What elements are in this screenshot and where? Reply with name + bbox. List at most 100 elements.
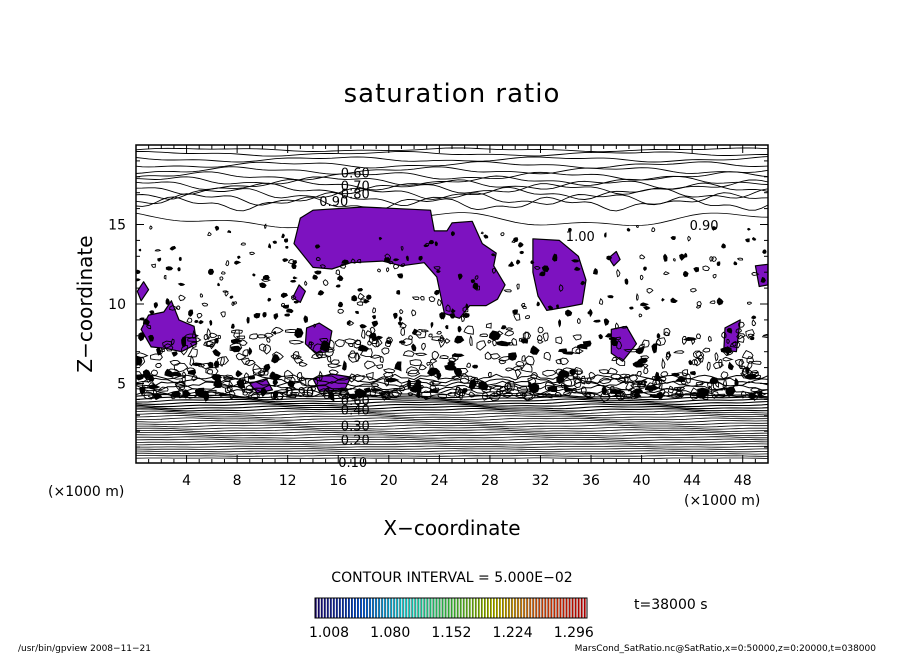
- colorbar-stripe: [457, 598, 459, 618]
- speckle-contour: [616, 268, 621, 278]
- speckle-contour: [186, 317, 193, 323]
- speckle-contour: [143, 391, 154, 400]
- speckle-contour: [667, 385, 674, 394]
- speckle-contour: [514, 368, 522, 379]
- speckle-contour: [337, 308, 345, 314]
- speckle-contour: [183, 333, 199, 339]
- speckle-contour: [518, 241, 524, 248]
- colorbar-stripe: [420, 598, 423, 618]
- speckle-contour: [624, 278, 629, 285]
- colorbar-stripe: [550, 598, 553, 618]
- speckle-contour: [335, 284, 341, 288]
- speckle-contour: [375, 335, 384, 340]
- speckle-contour: [720, 371, 729, 380]
- speckle-contour: [162, 340, 173, 349]
- speckle-contour: [388, 260, 394, 265]
- colorbar-stripe: [345, 598, 347, 618]
- colorbar-stripe: [321, 598, 323, 618]
- speckle-contour: [381, 347, 390, 355]
- speckle-contour: [282, 304, 289, 309]
- contour-line-lower: [136, 436, 768, 439]
- speckle-contour: [437, 337, 446, 349]
- colorbar-stripe: [532, 598, 535, 618]
- speckle-contour: [164, 368, 174, 378]
- speckle-contour: [335, 269, 341, 276]
- x-unit-label: (×1000 m): [684, 493, 760, 509]
- speckle-contour: [716, 261, 721, 267]
- speckle-contour: [607, 295, 614, 299]
- contour-label-7: 0.60: [341, 394, 370, 409]
- speckle-contour: [536, 301, 540, 307]
- speckle-contour: [659, 376, 667, 382]
- speckle-contour: [392, 258, 400, 262]
- speckle-contour: [515, 360, 525, 367]
- speckle-contour: [655, 338, 662, 346]
- colorbar-stripe: [583, 598, 586, 618]
- speckle-contour: [461, 388, 468, 394]
- colorbar-stripe: [399, 598, 402, 618]
- contour-line-lower: [136, 438, 768, 441]
- speckle-contour: [510, 261, 514, 267]
- speckle-contour: [427, 367, 441, 377]
- speckle-contour: [169, 359, 182, 366]
- speckle-contour: [661, 297, 665, 302]
- speckle-contour: [489, 384, 504, 390]
- speckle-contour: [491, 253, 495, 257]
- speckle-contour: [187, 337, 202, 343]
- speckle-contour: [393, 312, 398, 320]
- speckle-contour: [687, 235, 692, 242]
- speckle-contour: [512, 309, 518, 315]
- speckle-contour: [317, 289, 325, 296]
- speckle-contour: [640, 355, 650, 360]
- speckle-contour: [508, 352, 517, 361]
- contour-label-10: 0.20: [341, 434, 370, 449]
- contour-line-lower: [136, 457, 768, 459]
- speckle-contour: [326, 355, 332, 363]
- speckle-contour: [288, 339, 305, 345]
- speckle-contour: [663, 253, 668, 262]
- speckle-contour: [571, 259, 580, 263]
- speckle-contour: [689, 371, 696, 376]
- contour-line-upper: [136, 182, 768, 195]
- contour-line-upper: [136, 150, 768, 157]
- colorbar-stripe: [493, 598, 495, 618]
- colorbar-stripe: [408, 598, 411, 618]
- contour-line-lower: [136, 398, 768, 403]
- colorbar-stripe: [378, 598, 381, 618]
- x-tick-label: 32: [532, 473, 550, 489]
- speckle-contour: [639, 274, 644, 281]
- speckle-contour: [153, 302, 159, 309]
- speckle-contour: [736, 333, 746, 340]
- speckle-contour: [725, 346, 731, 356]
- speckle-contour: [716, 297, 724, 306]
- speckle-contour: [615, 356, 626, 366]
- speckle-contour: [707, 335, 712, 342]
- speckle-contour: [502, 391, 513, 398]
- speckle-contour: [588, 371, 596, 380]
- contour-label-1: 0.70: [341, 179, 370, 194]
- speckle-contour: [411, 343, 417, 352]
- speckle-contour: [155, 362, 162, 368]
- speckle-contour: [437, 298, 442, 306]
- contour-line-band: [136, 380, 768, 388]
- saturated-region-1: [532, 238, 587, 311]
- speckle-contour: [563, 391, 572, 396]
- speckle-contour: [248, 333, 259, 340]
- x-tick-label: 4: [182, 473, 191, 489]
- small-scale-contours: [136, 223, 768, 403]
- speckle-contour: [713, 362, 724, 370]
- speckle-contour: [463, 325, 474, 335]
- speckle-contour: [745, 238, 750, 243]
- contour-line-band: [136, 384, 768, 391]
- speckle-contour: [294, 327, 304, 339]
- speckle-contour: [736, 334, 745, 343]
- colorbar-stripe: [559, 598, 562, 618]
- contour-label-4: 1.00: [566, 230, 595, 245]
- speckle-contour: [506, 382, 513, 394]
- speckle-contour: [448, 357, 457, 363]
- speckle-contour: [521, 392, 534, 401]
- colorbar-stripe: [324, 598, 326, 618]
- speckle-contour: [695, 350, 705, 361]
- speckle-contour: [256, 334, 268, 339]
